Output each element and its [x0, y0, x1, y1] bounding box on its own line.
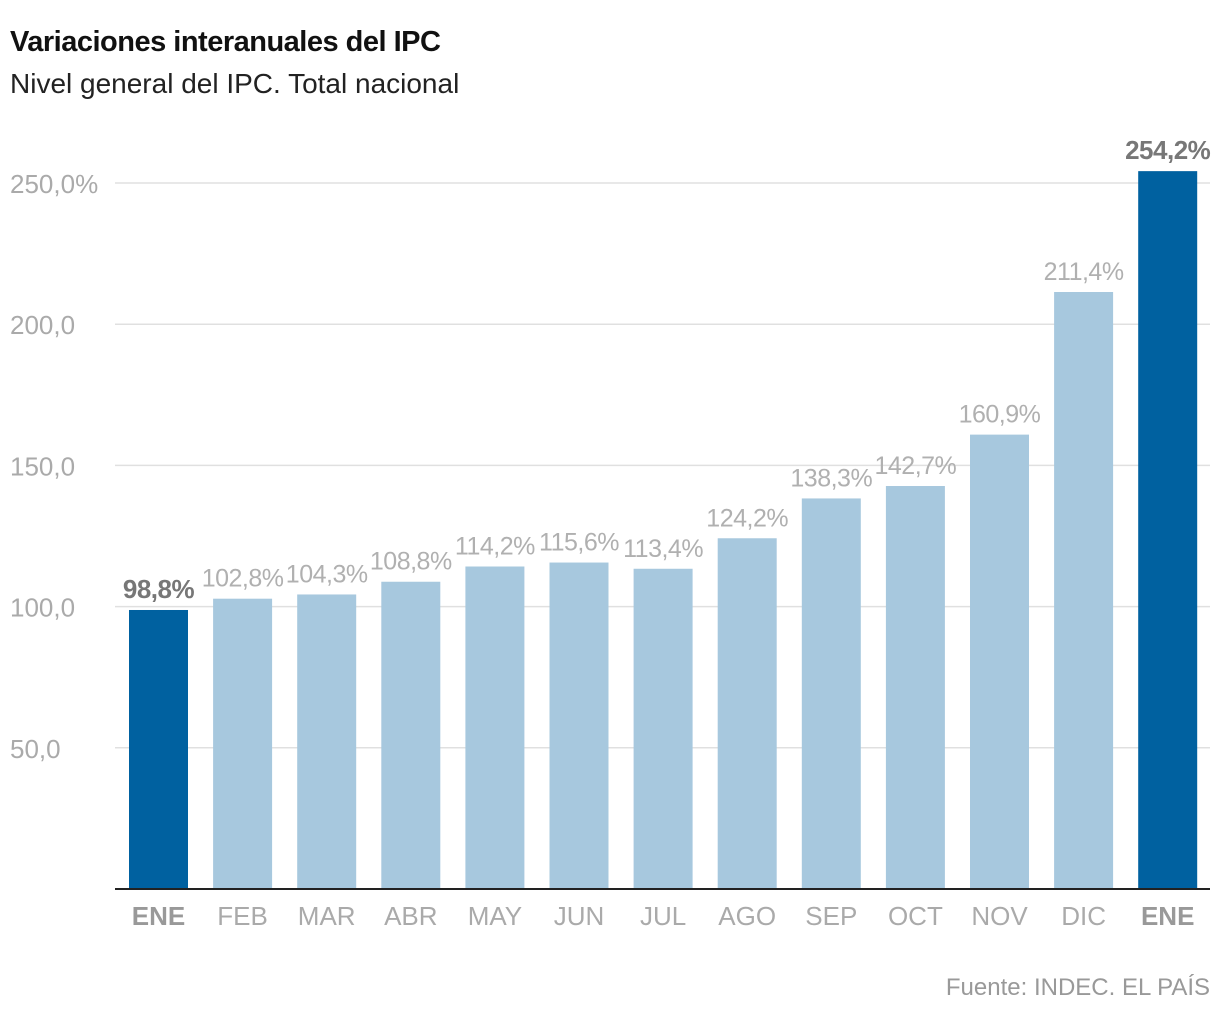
x-tick-label: SEP [805, 901, 857, 931]
y-tick-label: 250,0% [10, 169, 98, 199]
bar [633, 568, 693, 889]
y-tick-label: 200,0 [10, 310, 75, 340]
data-label: 104,3% [286, 560, 368, 588]
x-tick-label: ENE [1141, 901, 1194, 931]
data-label: 115,6% [539, 529, 619, 557]
x-tick-label: JUN [554, 901, 605, 931]
y-tick-label: 150,0 [10, 451, 75, 481]
chart-subtitle: Nivel general del IPC. Total nacional [10, 68, 460, 99]
x-tick-label: DIC [1061, 901, 1106, 931]
x-tick-label: AGO [718, 901, 776, 931]
y-tick-label: 100,0 [10, 593, 75, 623]
data-label: 211,4% [1044, 258, 1124, 286]
bar [381, 581, 441, 889]
chart-title: Variaciones interanuales del IPC [10, 26, 441, 58]
y-tick-label: 50,0 [10, 734, 61, 764]
bar [465, 566, 525, 889]
data-label: 254,2% [1125, 135, 1211, 165]
data-label: 98,8% [123, 574, 195, 604]
bar [885, 486, 945, 889]
x-tick-label: FEB [217, 901, 268, 931]
bar [1138, 171, 1198, 889]
x-tick-label: MAR [298, 901, 356, 931]
x-tick-label: ABR [384, 901, 437, 931]
bar [717, 538, 777, 889]
data-label: 102,8% [202, 565, 284, 593]
x-tick-label: JUL [640, 901, 686, 931]
bar [129, 609, 188, 889]
bar [1054, 292, 1114, 889]
data-label: 124,2% [706, 504, 788, 532]
data-label: 113,4% [623, 535, 703, 563]
data-label: 160,9% [959, 401, 1041, 429]
data-label: 142,7% [875, 452, 957, 480]
data-label: 138,3% [790, 464, 872, 492]
bar [213, 598, 273, 889]
bar [297, 594, 357, 889]
x-tick-label: OCT [888, 901, 943, 931]
source-note: Fuente: INDEC. EL PAÍS [945, 974, 1210, 1001]
bar [970, 434, 1029, 889]
data-label: 114,2% [455, 532, 535, 560]
x-tick-label: MAY [468, 901, 522, 931]
x-tick-label: NOV [971, 901, 1028, 931]
bar [801, 498, 861, 889]
bar [549, 562, 609, 889]
data-label: 108,8% [370, 548, 452, 576]
x-tick-label: ENE [132, 901, 185, 931]
